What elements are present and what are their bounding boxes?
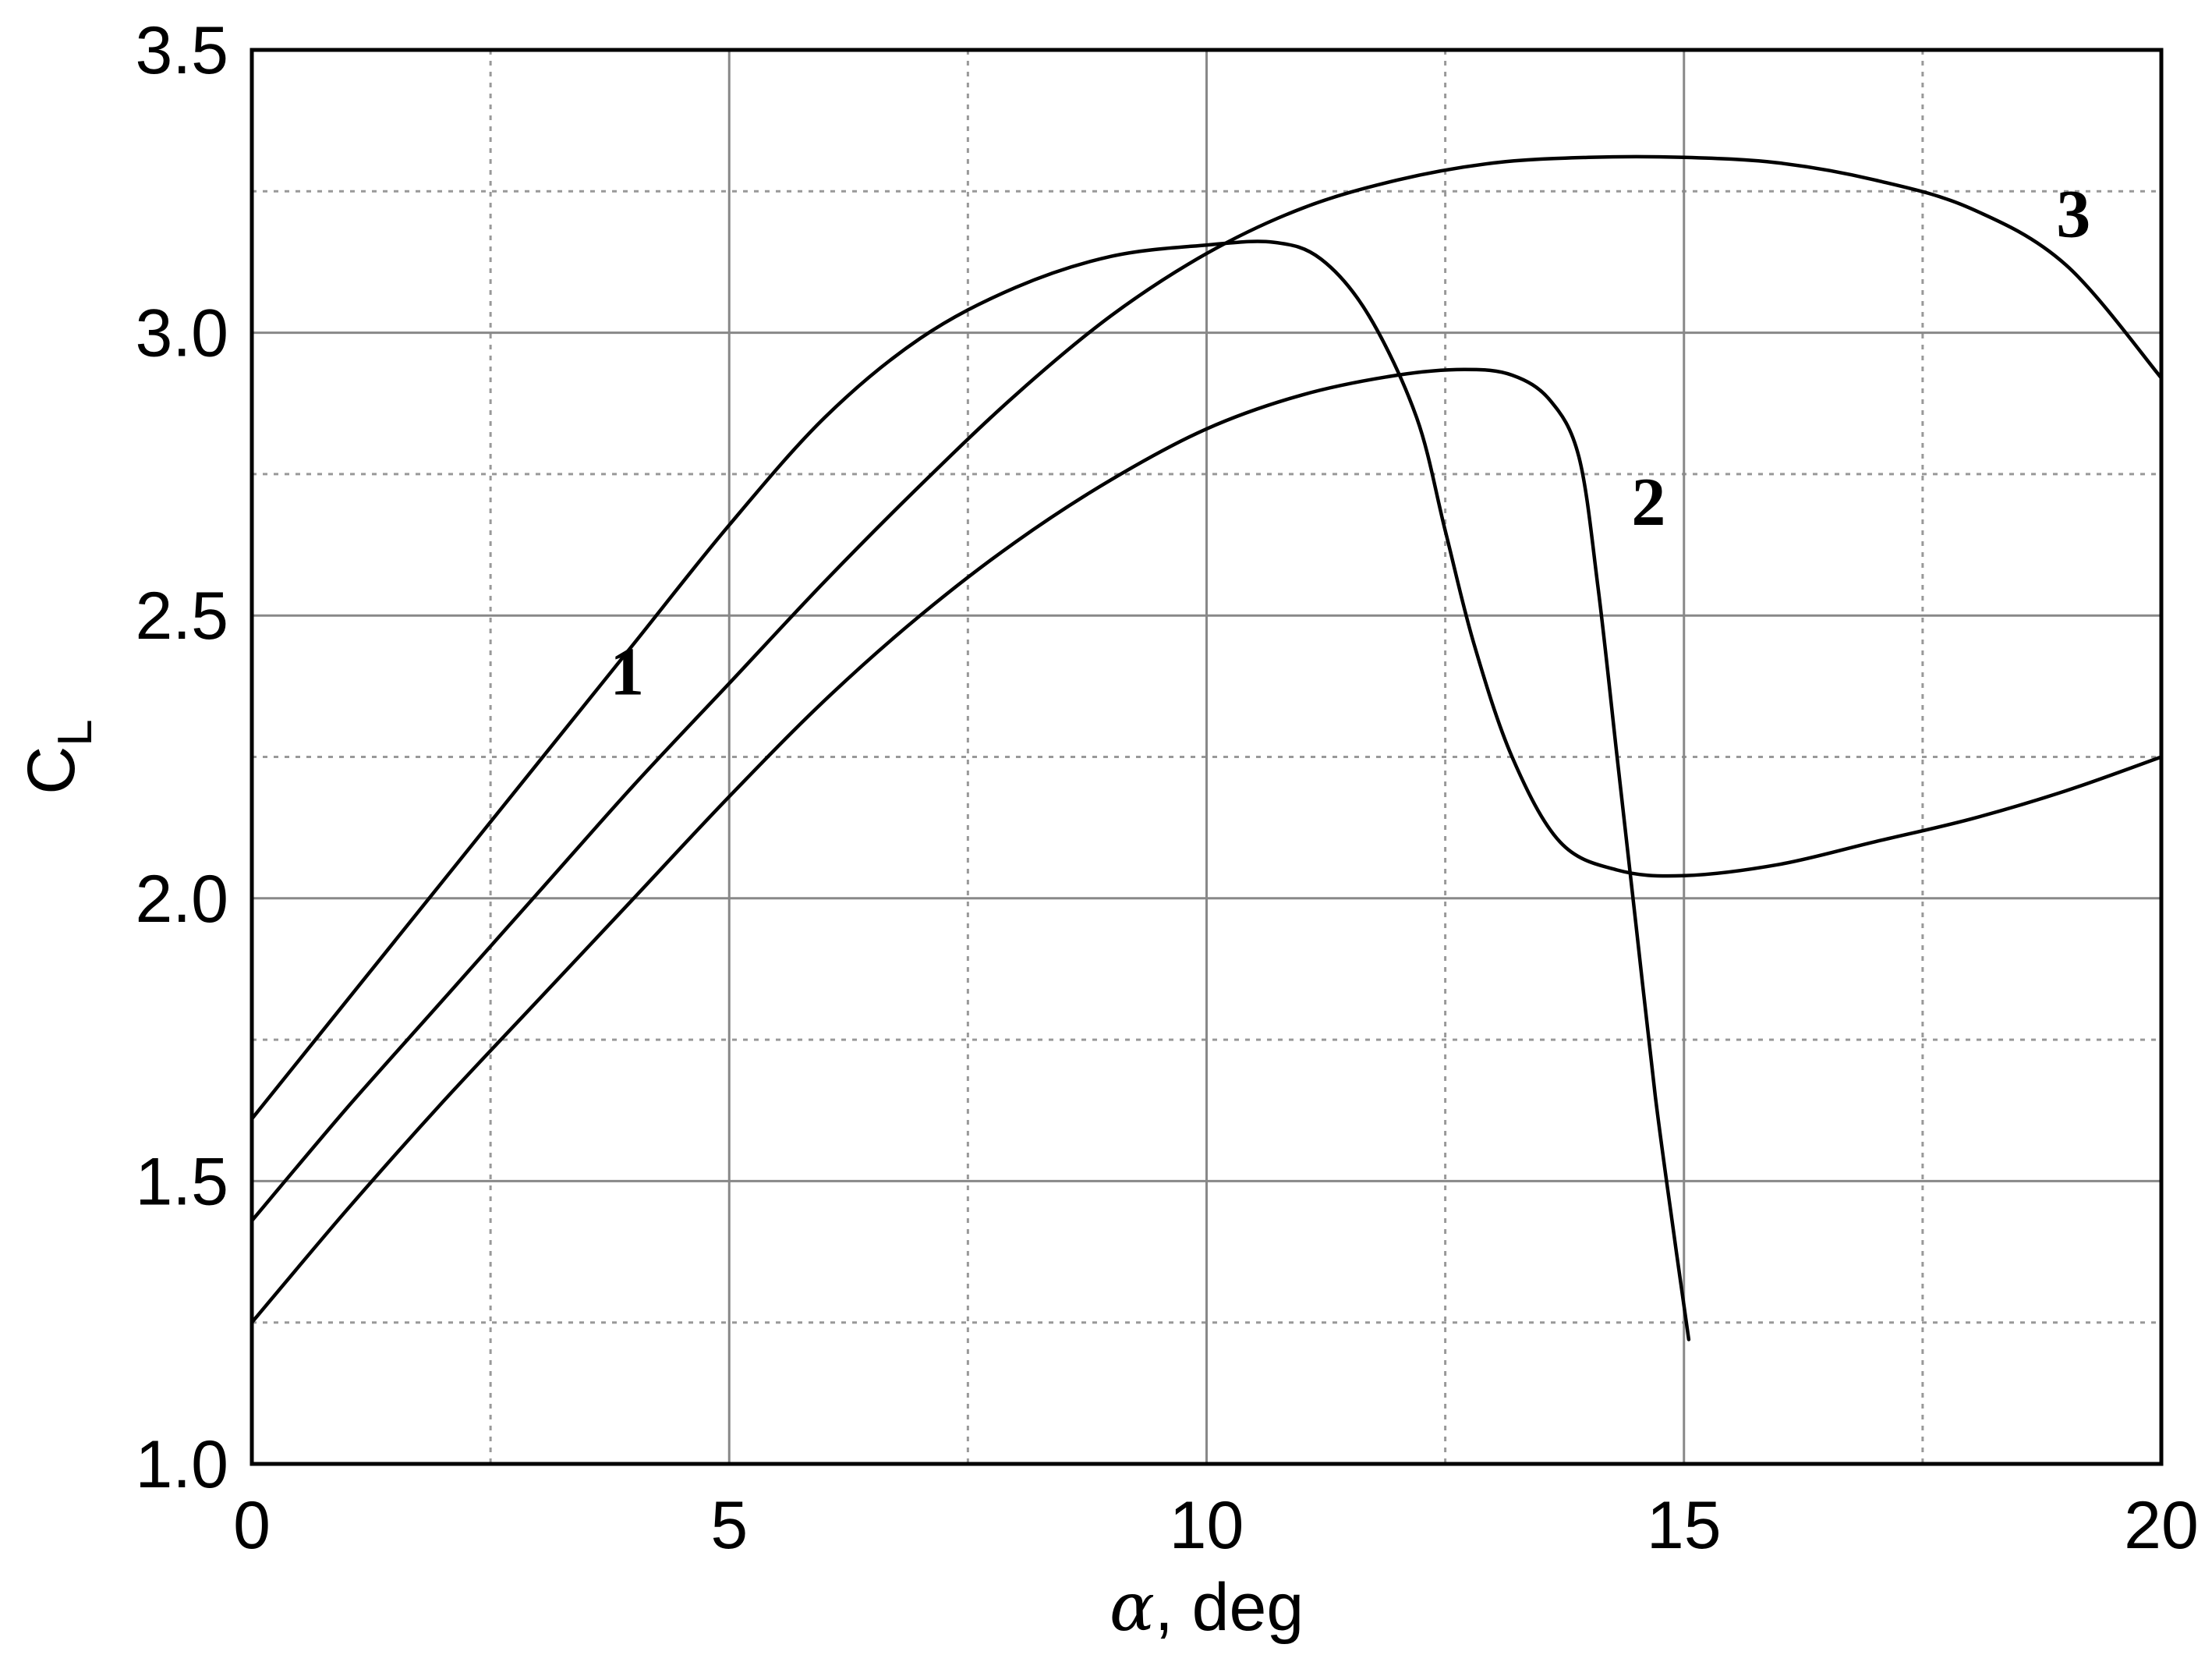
series-2-label: 2 <box>1631 465 1665 540</box>
y-axis-label: CL <box>14 719 102 795</box>
x-tick-label: 15 <box>1647 1488 1722 1563</box>
plot-frame <box>250 48 2164 1466</box>
y-tick-label: 3.0 <box>135 296 228 371</box>
series-2-line <box>250 367 1691 1341</box>
y-tick-label: 1.5 <box>135 1144 228 1219</box>
y-tick-label: 3.5 <box>135 13 228 88</box>
tick-labels: 0 5 10 15 20 1.0 1.5 2.0 2.5 3.0 3.5 <box>135 13 2198 1563</box>
x-axis-label: α, deg <box>1110 1568 1304 1646</box>
x-tick-label: 10 <box>1170 1488 1244 1563</box>
y-tick-label: 1.0 <box>135 1427 228 1502</box>
x-axis-symbol: α <box>1110 1568 1155 1646</box>
grid <box>250 48 2163 1465</box>
y-tick-label: 2.5 <box>135 579 228 654</box>
series-3-line <box>250 154 2164 1223</box>
svg-text:CL: CL <box>14 719 102 795</box>
x-tick-label: 0 <box>233 1488 271 1563</box>
curves <box>250 154 2164 1341</box>
y-tick-label: 2.0 <box>135 862 228 937</box>
series-1-line <box>250 239 2164 1121</box>
x-axis-unit: , deg <box>1155 1570 1304 1645</box>
y-axis-subscript: L <box>48 719 102 746</box>
x-tick-label: 20 <box>2124 1488 2199 1563</box>
series-3-label: 3 <box>2056 176 2090 252</box>
series-1-label: 1 <box>610 635 644 711</box>
y-axis-symbol: C <box>14 746 89 795</box>
series-labels: 1 2 3 <box>610 176 2090 710</box>
x-tick-label: 5 <box>710 1488 748 1563</box>
